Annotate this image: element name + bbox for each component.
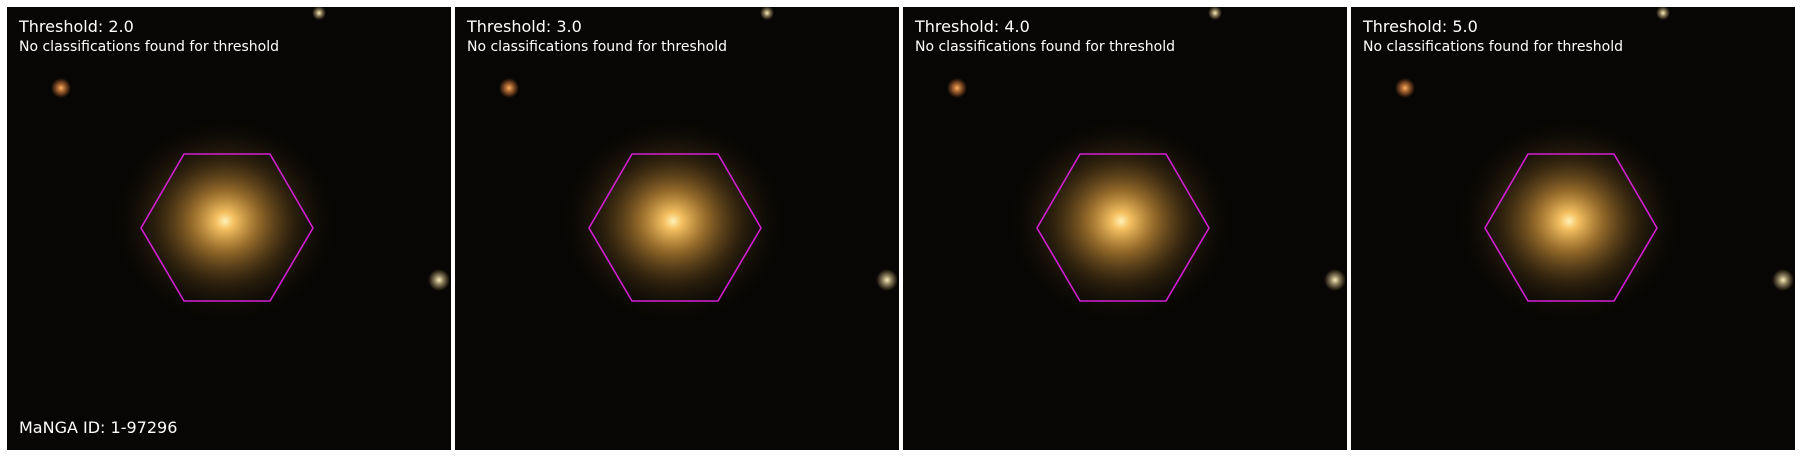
galaxy-image-3 (947, 7, 1346, 326)
star (1324, 269, 1346, 291)
galaxy-image-2 (499, 7, 898, 326)
hexagon-footprint (140, 153, 314, 302)
hexagon-footprint (1484, 153, 1658, 302)
manga-id-label: MaNGA ID: 1-97296 (19, 418, 178, 437)
star (428, 269, 450, 291)
image-panel-1: Threshold: 2.0 No classifications found … (7, 7, 451, 450)
panel-title: Threshold: 2.0 (19, 17, 134, 36)
star (51, 78, 71, 98)
star (876, 269, 898, 291)
panel-title: Threshold: 3.0 (467, 17, 582, 36)
panel-title: Threshold: 4.0 (915, 17, 1030, 36)
star (1395, 78, 1415, 98)
image-panel-4: Threshold: 5.0 No classifications found … (1351, 7, 1795, 450)
star (1656, 7, 1670, 20)
hexagon-footprint (588, 153, 762, 302)
star (312, 7, 326, 20)
galaxy-image-1 (51, 7, 450, 326)
star (499, 78, 519, 98)
galaxy-image-4 (1395, 7, 1794, 326)
panel-title: Threshold: 5.0 (1363, 17, 1478, 36)
panel-subtitle: No classifications found for threshold (1363, 39, 1623, 55)
star (947, 78, 967, 98)
image-panel-2: Threshold: 3.0 No classifications found … (455, 7, 899, 450)
hexagon-footprint (1036, 153, 1210, 302)
panel-subtitle: No classifications found for threshold (915, 39, 1175, 55)
panel-subtitle: No classifications found for threshold (467, 39, 727, 55)
panel-subtitle: No classifications found for threshold (19, 39, 279, 55)
image-panel-3: Threshold: 4.0 No classifications found … (903, 7, 1347, 450)
star (760, 7, 774, 20)
star (1772, 269, 1794, 291)
star (1208, 7, 1222, 20)
